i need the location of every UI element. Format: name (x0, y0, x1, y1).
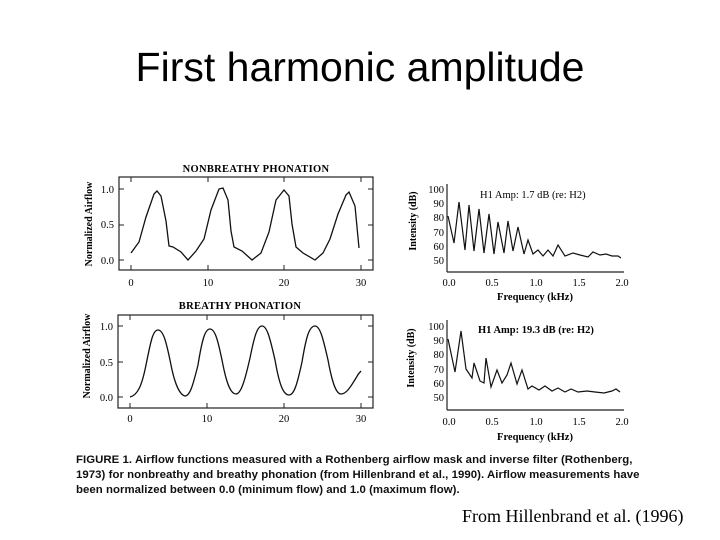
plot-frame (117, 314, 374, 409)
slide-title: First harmonic amplitude (135, 44, 585, 90)
y-tick: 70 (434, 365, 445, 376)
x-tick: 20 (279, 414, 290, 425)
x-axis-label: Frequency (kHz) (497, 292, 573, 303)
x-tick: 2.0 (615, 417, 628, 428)
y-tick: 50 (434, 256, 445, 267)
source-citation: From Hillenbrand et al. (1996) (462, 506, 684, 526)
panel-title: NONBREATHY PHONATION (183, 164, 330, 175)
y-tick: 0.5 (101, 220, 114, 231)
x-tick: 0.5 (485, 278, 498, 289)
y-tick: 0.0 (100, 393, 113, 404)
y-tick: 100 (428, 322, 444, 333)
x-tick: 1.5 (572, 417, 585, 428)
x-tick: 1.0 (529, 278, 542, 289)
x-tick: 0 (127, 414, 132, 425)
breathy-airflow-panel: BREATHY PHONATION Normalized Airflow 1.0… (82, 301, 374, 425)
spectrum-trace (447, 201, 622, 259)
y-axis-label: Intensity (dB) (408, 191, 419, 250)
spectrum-trace (447, 330, 621, 394)
y-tick: 50 (434, 393, 445, 404)
x-tick: 0.0 (442, 417, 455, 428)
y-tick: 1.0 (101, 185, 114, 196)
y-tick: 100 (428, 185, 444, 196)
panel-title: BREATHY PHONATION (179, 301, 302, 312)
y-tick: 90 (434, 199, 445, 210)
y-tick: 60 (434, 242, 445, 253)
plot-frame (118, 176, 374, 271)
y-tick: 80 (434, 213, 445, 224)
x-tick: 30 (356, 278, 367, 289)
x-tick: 0 (128, 278, 133, 289)
x-tick: 1.0 (529, 417, 542, 428)
x-tick: 30 (356, 414, 367, 425)
y-axis-label: Intensity (dB) (406, 328, 417, 387)
y-tick: 0.0 (101, 256, 114, 267)
figure-caption: FIGURE 1. Airflow functions measured wit… (76, 454, 640, 496)
y-tick: 70 (434, 228, 445, 239)
x-tick: 20 (279, 278, 290, 289)
y-axis-label: Normalized Airflow (82, 313, 93, 398)
nonbreathy-spectrum-panel: Intensity (dB) 100 90 80 70 60 50 0.0 0.… (408, 184, 629, 303)
x-tick: 0.5 (485, 417, 498, 428)
x-tick: 10 (203, 278, 214, 289)
y-tick: 1.0 (100, 322, 113, 333)
x-tick: 2.0 (615, 278, 628, 289)
y-tick: 90 (434, 336, 445, 347)
y-tick: 0.5 (100, 358, 113, 369)
airflow-waveform (129, 325, 362, 398)
breathy-spectrum-panel: Intensity (dB) 100 90 80 70 60 50 0.0 0.… (406, 320, 629, 443)
y-tick: 80 (434, 350, 445, 361)
x-tick: 1.5 (572, 278, 585, 289)
h1-amp-annotation: H1 Amp: 1.7 dB (re: H2) (480, 190, 586, 201)
y-tick: 60 (434, 379, 445, 390)
nonbreathy-airflow-panel: NONBREATHY PHONATION Normalized Airflow … (84, 164, 374, 289)
airflow-waveform (130, 187, 360, 261)
y-axis-label: Normalized Airflow (84, 181, 95, 266)
x-tick: 10 (202, 414, 213, 425)
x-tick: 0.0 (442, 278, 455, 289)
h1-amp-annotation: H1 Amp: 19.3 dB (re: H2) (478, 325, 594, 336)
x-axis-label: Frequency (kHz) (497, 432, 573, 443)
